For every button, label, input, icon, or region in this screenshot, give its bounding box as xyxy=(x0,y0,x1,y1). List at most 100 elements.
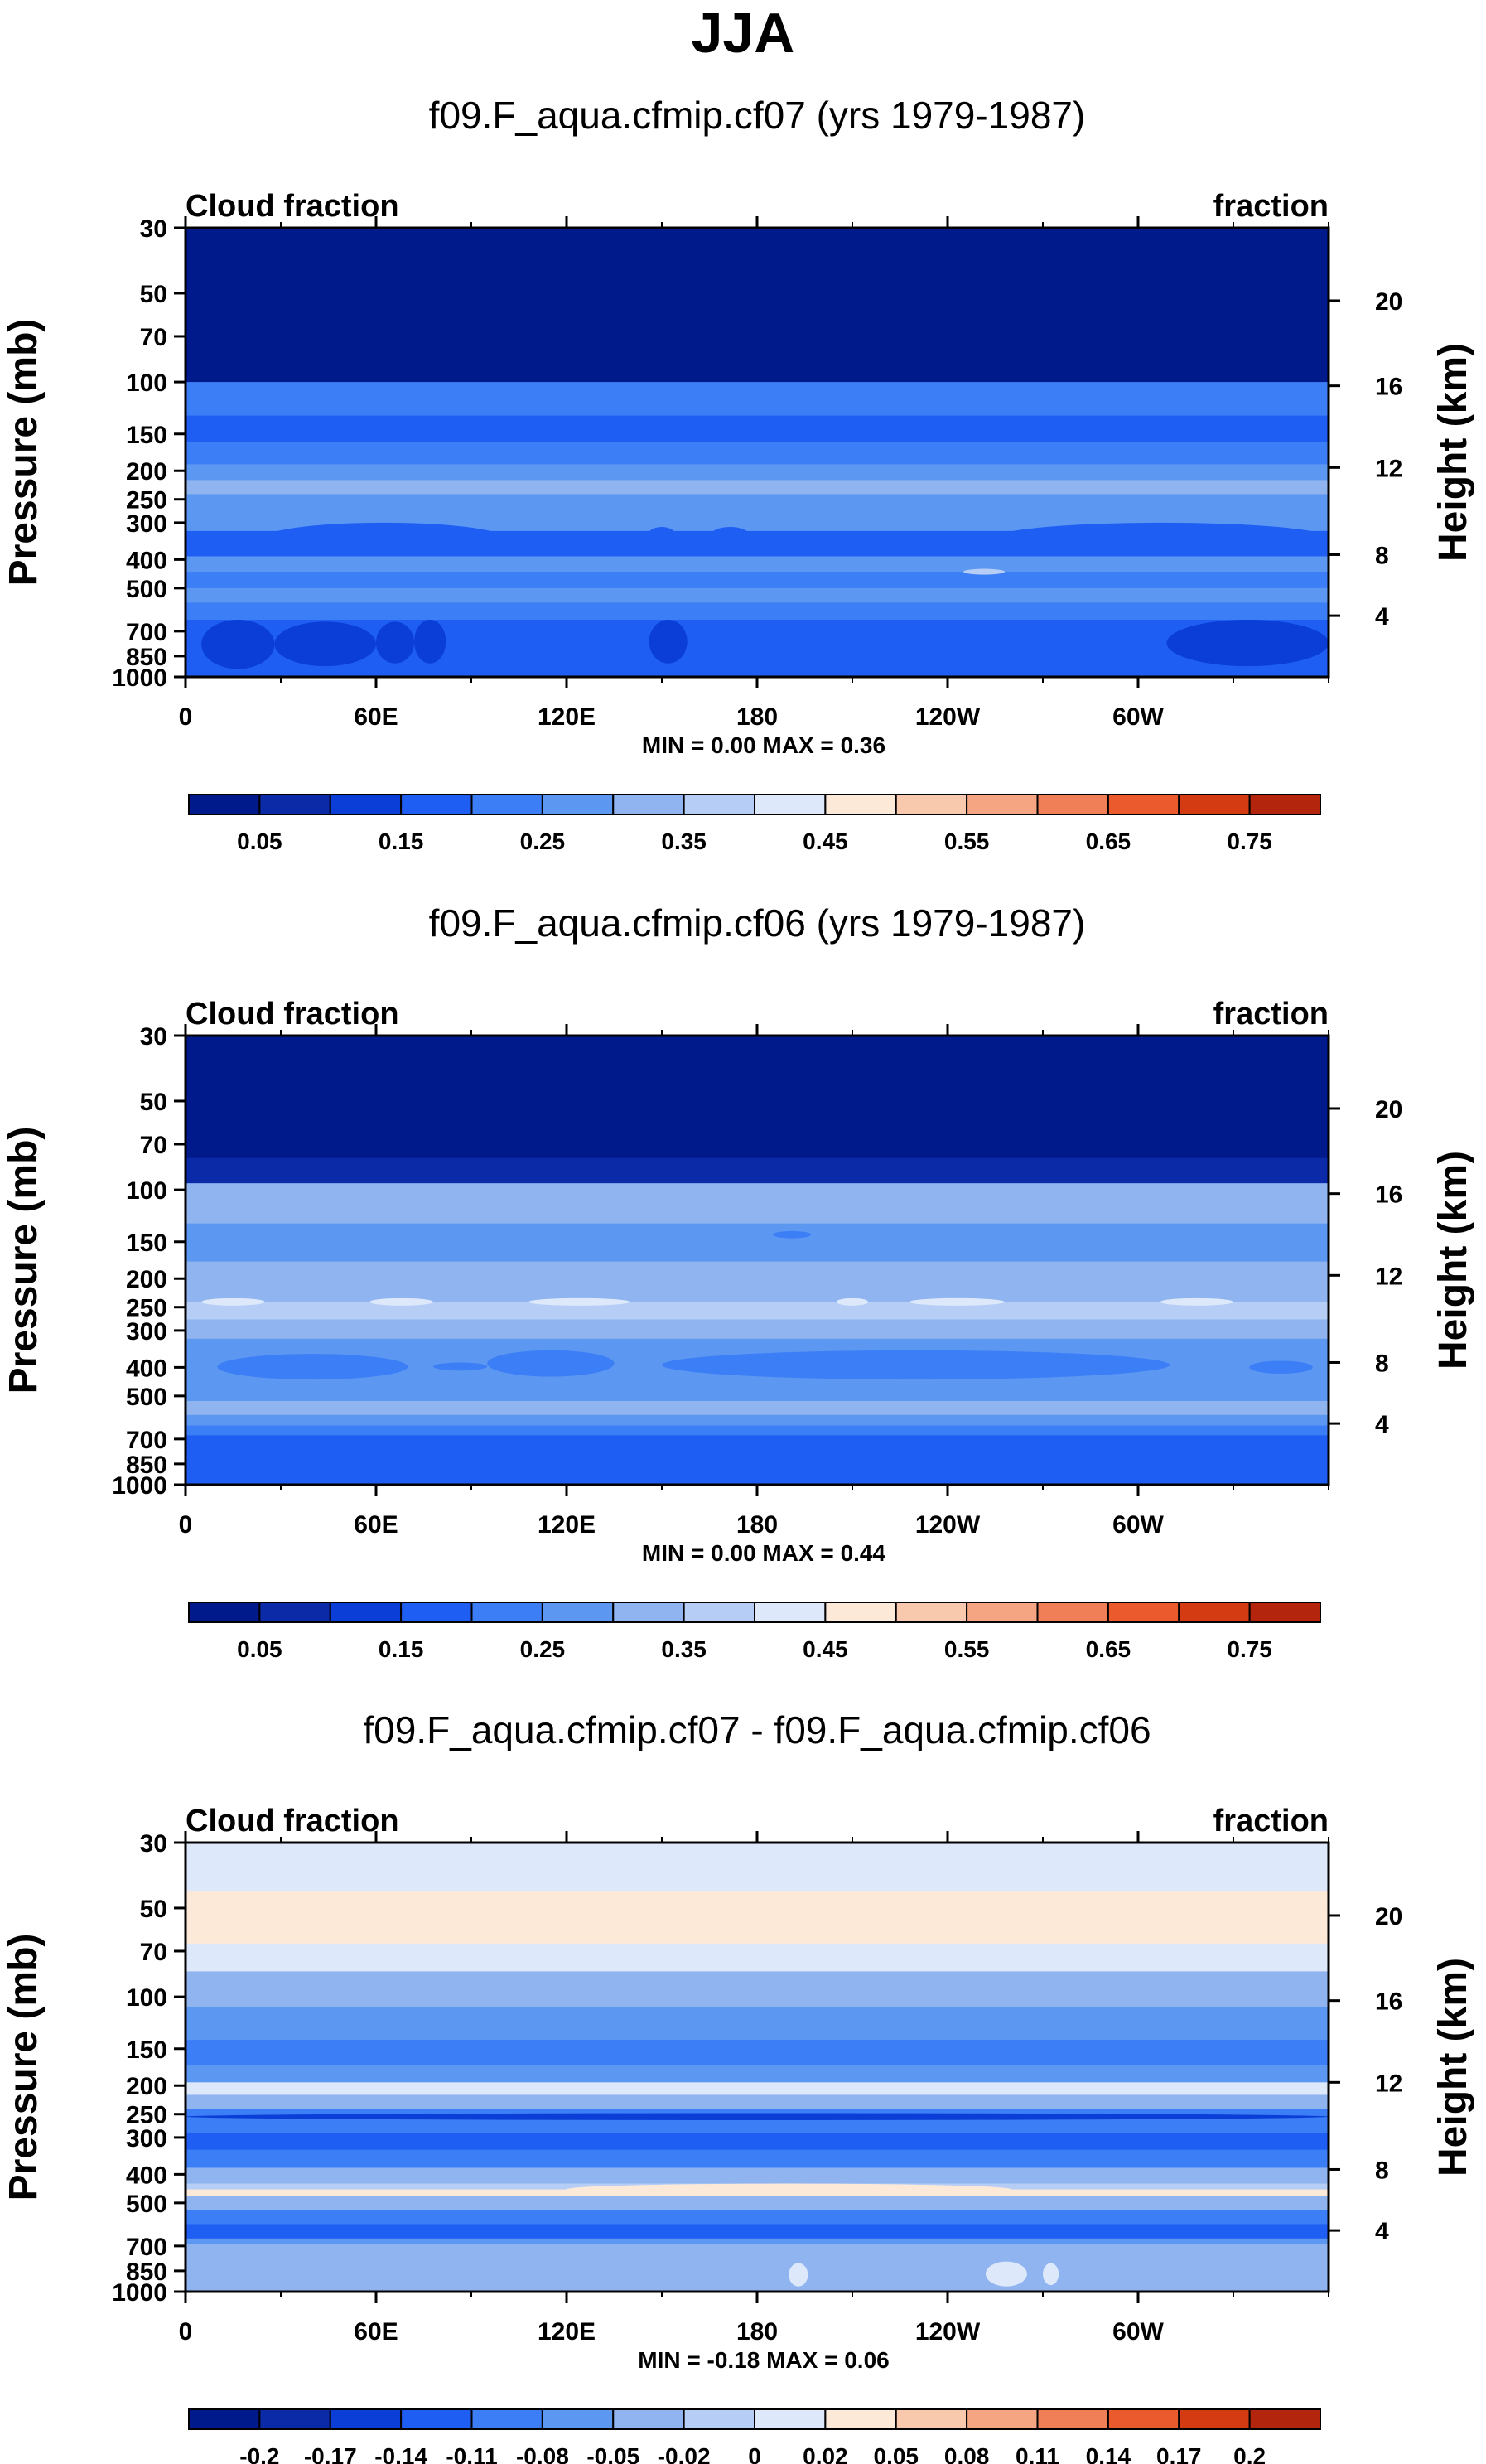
contour-patch xyxy=(264,522,504,553)
contour-band xyxy=(186,2040,1329,2065)
contour-band xyxy=(186,2082,1329,2096)
contour-patch xyxy=(1166,620,1329,667)
y-tick-label: 50 xyxy=(140,281,167,308)
y-tick-label: 500 xyxy=(126,1384,167,1411)
height-tick-label: 16 xyxy=(1375,1181,1402,1209)
colorbar-swatch xyxy=(1248,794,1321,815)
contour-band xyxy=(186,415,1329,443)
colorbar-label: 0.02 xyxy=(803,2443,848,2464)
contour-fills xyxy=(186,1036,1329,1485)
y-tick-label: 30 xyxy=(140,1830,167,1858)
x-tick-label: 60W xyxy=(1112,2318,1164,2346)
y-tick-label: 1000 xyxy=(112,2279,167,2307)
right-label: fraction xyxy=(1213,1804,1329,1838)
contour-band xyxy=(186,1319,1329,1340)
colorbar-swatch xyxy=(188,794,261,815)
contour-band xyxy=(186,2224,1329,2239)
colorbar-label: 0.05 xyxy=(237,1636,282,1662)
y-tick-label: 250 xyxy=(126,487,167,515)
y-tick-label: 850 xyxy=(126,1452,167,1479)
contour-band xyxy=(186,2006,1329,2041)
colorbar-swatch xyxy=(1248,2408,1321,2430)
colorbar-label: 0.35 xyxy=(661,1636,707,1662)
chart-panel-2: f09.F_aqua.cfmip.cf06 (yrs 1979-1987) Clo… xyxy=(2,901,1475,1662)
y-tick-label: 400 xyxy=(126,1355,167,1382)
colorbar-swatch xyxy=(824,2408,897,2430)
colorbar-label: -0.17 xyxy=(304,2443,357,2464)
height-axis-label: Height (km) xyxy=(1431,1958,1475,2177)
y-tick-label: 700 xyxy=(126,2234,167,2261)
y-tick-label: 200 xyxy=(126,458,167,486)
contour-patch xyxy=(567,2183,1011,2196)
contour-band xyxy=(186,480,1329,495)
contour-patch xyxy=(1249,1360,1313,1374)
contour-patch xyxy=(201,620,275,669)
x-tick-label: 60E xyxy=(354,703,398,731)
contour-patch xyxy=(528,1297,630,1306)
contour-patch xyxy=(773,1230,812,1239)
contour-band xyxy=(186,1183,1329,1225)
y-tick-label: 70 xyxy=(140,1939,167,1966)
colorbar-swatch xyxy=(258,1602,331,1623)
y-tick-label: 100 xyxy=(126,1984,167,2012)
height-tick-label: 16 xyxy=(1375,374,1402,401)
colorbar-swatch xyxy=(329,2408,403,2430)
y-tick-label: 250 xyxy=(126,1295,167,1322)
colorbar-label: 0.65 xyxy=(1086,1636,1131,1662)
contour-fills xyxy=(186,1843,1329,2292)
contour-patch xyxy=(995,522,1329,553)
colorbar-label: 0.15 xyxy=(379,1636,424,1662)
contour-patch xyxy=(274,621,376,667)
colorbar-swatch xyxy=(683,1602,755,1623)
contour-band xyxy=(186,228,1329,341)
colorbar-label: 0.55 xyxy=(944,1636,990,1662)
y-tick-label: 30 xyxy=(140,1023,167,1051)
contour-band xyxy=(186,1223,1329,1263)
left-label: Cloud fraction xyxy=(186,189,399,224)
colorbar-label: -0.14 xyxy=(374,2443,427,2464)
x-tick-label: 60E xyxy=(354,2318,398,2346)
contour-band xyxy=(186,1414,1329,1427)
colorbar-swatch xyxy=(258,2408,331,2430)
colorbar-swatch xyxy=(966,1602,1039,1623)
contour-patch xyxy=(433,1362,488,1371)
x-tick-label: 180 xyxy=(736,703,778,731)
contour-band xyxy=(186,2196,1329,2211)
colorbar-label: 0.08 xyxy=(944,2443,990,2464)
y-tick-label: 200 xyxy=(126,1266,167,1293)
contour-band xyxy=(186,2065,1329,2083)
y-tick-label: 30 xyxy=(140,215,167,243)
y-tick-label: 300 xyxy=(126,2125,167,2152)
x-tick-label: 60W xyxy=(1112,703,1164,731)
colorbar-label: 0.35 xyxy=(661,829,707,854)
contour-band xyxy=(186,1971,1329,2007)
contour-band xyxy=(186,1288,1329,1303)
colorbar-swatch xyxy=(966,794,1039,815)
colorbar-label: -0.2 xyxy=(239,2443,279,2464)
y-tick-label: 700 xyxy=(126,1427,167,1454)
colorbar-swatch xyxy=(470,1602,543,1623)
colorbar-swatch xyxy=(1178,2408,1251,2430)
colorbar-swatch xyxy=(329,794,403,815)
x-tick-label: 120E xyxy=(538,703,596,731)
height-tick-label: 16 xyxy=(1375,1988,1402,2016)
contour-band xyxy=(186,2109,1329,2134)
contour-patch xyxy=(487,1350,615,1377)
colorbar: 0.05 0.15 0.25 0.35 0.45 0.55 0.65 0.75 xyxy=(188,794,1321,854)
contour-patch xyxy=(201,1297,265,1306)
colorbar-label: 0.25 xyxy=(520,1636,566,1662)
colorbar: -0.2 -0.17 -0.14 -0.11 -0.08 -0.05 -0.02 0 0.02 0… xyxy=(188,2408,1321,2464)
y-tick-label: 150 xyxy=(126,1230,167,1257)
colorbar-swatch xyxy=(612,2408,685,2430)
colorbar-swatch xyxy=(1036,1602,1109,1623)
colorbar-swatch xyxy=(541,794,615,815)
height-axis-label: Height (km) xyxy=(1431,1151,1475,1370)
contour-band xyxy=(186,1338,1329,1355)
contour-band xyxy=(186,1261,1329,1289)
contour-patch xyxy=(369,1297,433,1306)
x-tick-label: 120E xyxy=(538,1511,596,1539)
colorbar-swatch xyxy=(188,2408,261,2430)
x-tick-label: 180 xyxy=(736,2318,778,2346)
height-tick-label: 4 xyxy=(1375,1411,1389,1438)
